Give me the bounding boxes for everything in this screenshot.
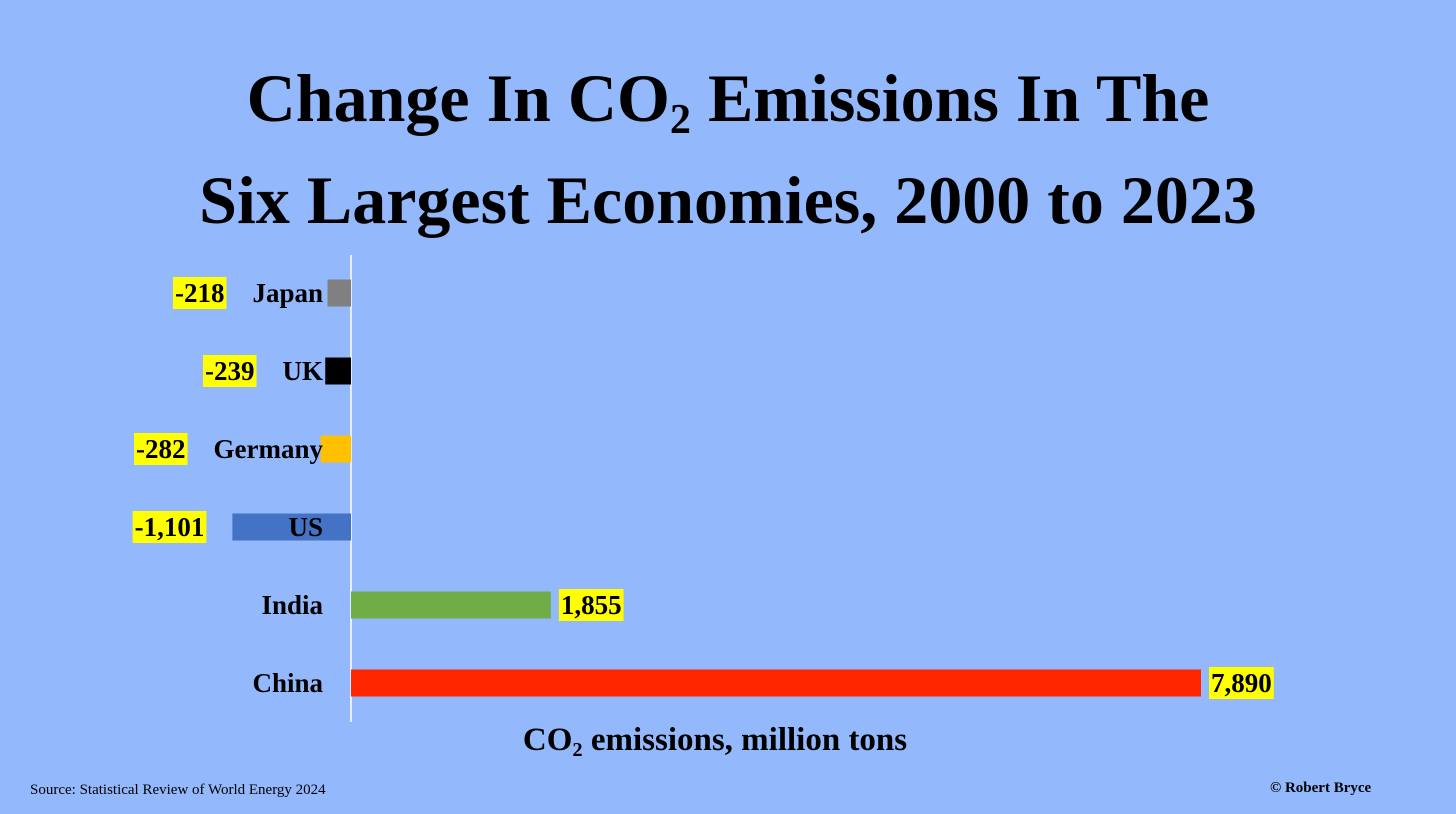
x-axis-label-subscript: 2 <box>572 739 583 762</box>
category-label-india: India <box>261 590 323 620</box>
x-axis-label-rest: emissions, million tons <box>582 722 908 758</box>
chart-title: Change In CO2 Emissions In The Six Large… <box>0 52 1456 246</box>
bar-uk <box>325 357 351 385</box>
category-label-china: China <box>252 668 323 698</box>
category-label-uk: UK <box>283 356 324 386</box>
bar-japan <box>327 279 351 307</box>
title-subscript: 2 <box>669 95 691 143</box>
x-axis-label: CO2 emissions, million tons <box>0 722 1430 762</box>
copyright-credit: © Robert Bryce <box>1270 780 1372 796</box>
category-label-germany: Germany <box>214 434 324 464</box>
value-label-uk: -239 <box>205 356 255 386</box>
value-label-china: 7,890 <box>1211 668 1272 698</box>
bar-germany <box>320 435 351 463</box>
value-label-highlight-uk <box>203 355 257 387</box>
value-label-japan: -218 <box>175 278 225 308</box>
title-text-rest: Emissions In The <box>690 60 1210 136</box>
title-text-co: Change In CO <box>246 60 670 136</box>
value-label-highlight-japan <box>172 277 227 309</box>
bar-us <box>232 513 351 541</box>
chart-title-line-2: Six Largest Economies, 2000 to 2023 <box>199 162 1257 238</box>
bar-china <box>351 669 1201 697</box>
x-axis-label-co: CO <box>522 722 573 758</box>
chart-title-line-1: Change In CO2 Emissions In The <box>0 52 1456 154</box>
value-label-highlight-germany <box>134 433 188 465</box>
category-label-us: US <box>288 512 323 542</box>
value-label-india: 1,855 <box>561 590 622 620</box>
value-label-us: -1,101 <box>135 512 205 542</box>
source-note: Source: Statistical Review of World Ener… <box>30 782 326 798</box>
value-label-germany: -282 <box>136 434 186 464</box>
value-label-highlight-us <box>132 511 207 543</box>
value-label-highlight-india <box>558 589 624 621</box>
value-label-highlight-china <box>1209 667 1274 699</box>
bar-india <box>351 591 551 619</box>
category-label-japan: Japan <box>252 278 323 308</box>
